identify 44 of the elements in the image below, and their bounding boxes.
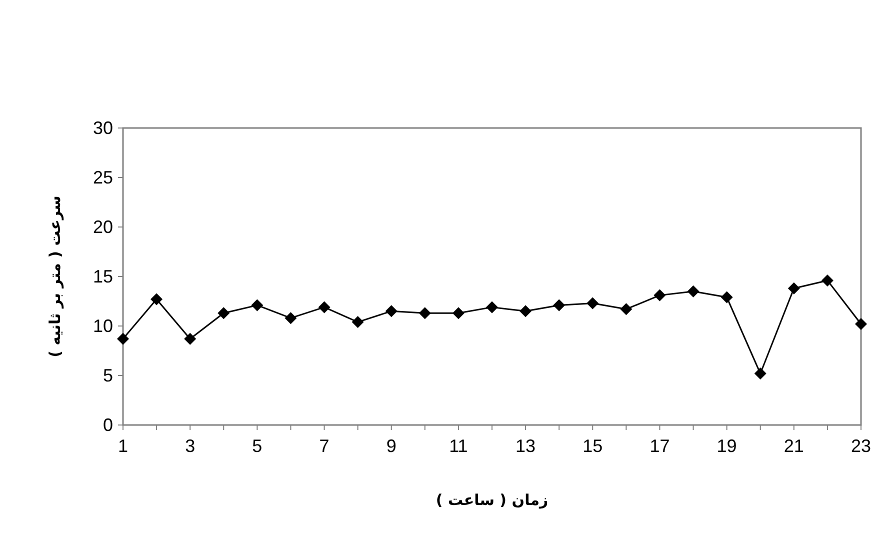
point <box>284 312 297 324</box>
x-tick-label: 11 <box>449 436 468 456</box>
point <box>654 289 666 302</box>
y-tick-label: 5 <box>102 366 113 386</box>
x-axis-title: زمان ( ساعت ) <box>436 491 548 509</box>
point <box>352 316 364 328</box>
x-tick-label: 7 <box>319 436 330 456</box>
y-tick-label: 20 <box>92 217 113 237</box>
x-tick-label: 23 <box>850 436 872 456</box>
point <box>720 291 733 304</box>
x-tick-label: 3 <box>185 436 196 456</box>
point <box>788 282 800 294</box>
point <box>318 301 330 314</box>
point <box>754 368 766 380</box>
x-tick-label: 1 <box>118 436 128 456</box>
point <box>452 307 464 320</box>
point <box>620 303 632 316</box>
x-tick-label: 21 <box>784 436 804 456</box>
x-tick-label: 5 <box>252 436 262 456</box>
x-tick-label: 15 <box>582 436 603 456</box>
point <box>821 274 834 286</box>
point <box>586 297 599 310</box>
y-tick-label: 15 <box>92 266 113 286</box>
y-axis-title: سرعت ( متر بر ثانیه ) <box>46 196 64 358</box>
point <box>385 305 398 318</box>
x-tick-label: 17 <box>650 436 670 456</box>
x-tick-label: 9 <box>386 436 396 456</box>
x-tick-label: 13 <box>516 436 536 456</box>
point <box>520 305 532 318</box>
point <box>687 285 700 298</box>
point <box>218 307 230 320</box>
y-tick-label: 25 <box>92 168 113 188</box>
point <box>150 293 163 306</box>
point <box>117 332 129 345</box>
point <box>251 299 264 312</box>
x-tick-label: 19 <box>716 436 737 456</box>
y-tick-label: 0 <box>102 415 113 435</box>
y-tick-label: 30 <box>92 118 113 138</box>
y-tick-label: 10 <box>92 316 113 336</box>
point <box>553 299 566 312</box>
point <box>418 307 431 320</box>
point <box>184 332 196 345</box>
point <box>855 318 867 330</box>
point <box>486 301 498 314</box>
